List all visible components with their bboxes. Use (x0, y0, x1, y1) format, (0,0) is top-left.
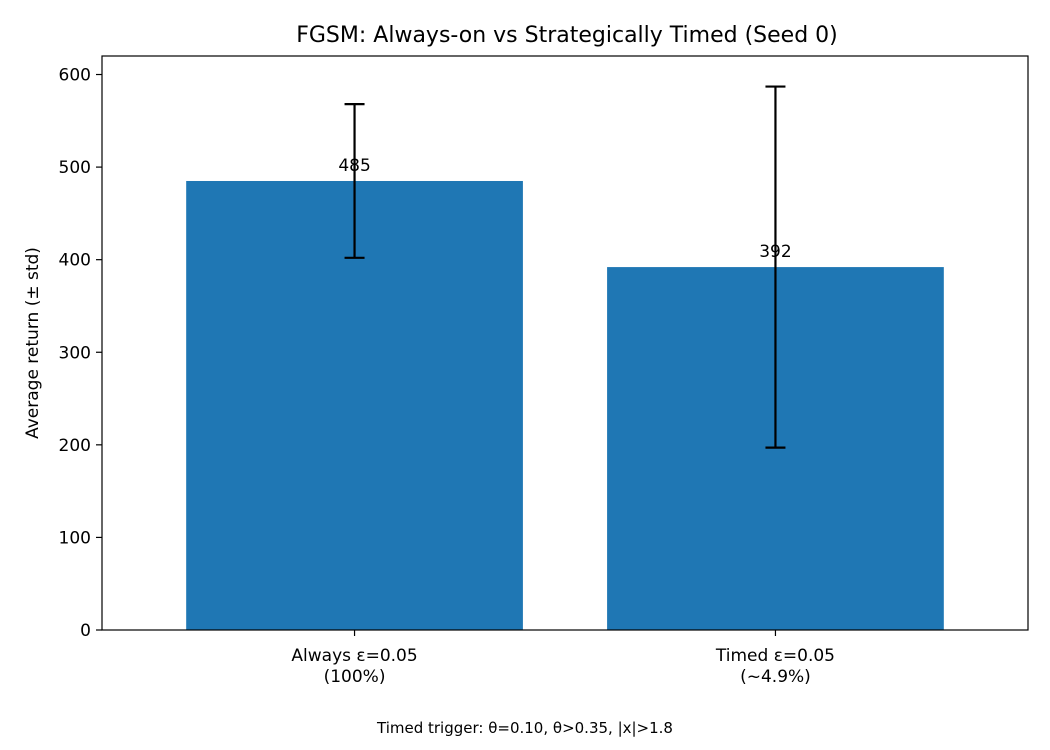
x-tick-label-0-0: Always ε=0.05 (291, 646, 417, 666)
plot-area: 485 Always ε=0.05(100%) 392 Timed ε=0.05(~4… (59, 55, 1029, 687)
y-tick-label-5: 500 (59, 158, 91, 178)
data-label-1: 392 (759, 242, 791, 262)
x-tick-label-1-0: Timed ε=0.05 (715, 646, 835, 666)
y-tick-label-4: 400 (59, 251, 91, 271)
y-tick-label-2: 200 (59, 436, 91, 456)
plot-frame (101, 55, 1029, 631)
y-tick-label-1: 100 (59, 528, 91, 548)
data-label-0: 485 (338, 156, 370, 176)
footnote: Timed trigger: θ=0.10, θ>0.35, |x|>1.8 (377, 719, 673, 737)
chart-title: FGSM: Always-on vs Strategically Timed (… (296, 23, 838, 48)
y-tick-label-3: 300 (59, 343, 91, 363)
x-tick-label-0-1: (100%) (324, 667, 386, 687)
y-axis-label: Average return (± std) (23, 247, 43, 439)
x-tick-label-1-1: (~4.9%) (740, 667, 811, 687)
y-tick-label-0: 0 (80, 621, 91, 641)
y-tick-label-6: 600 (59, 66, 91, 86)
